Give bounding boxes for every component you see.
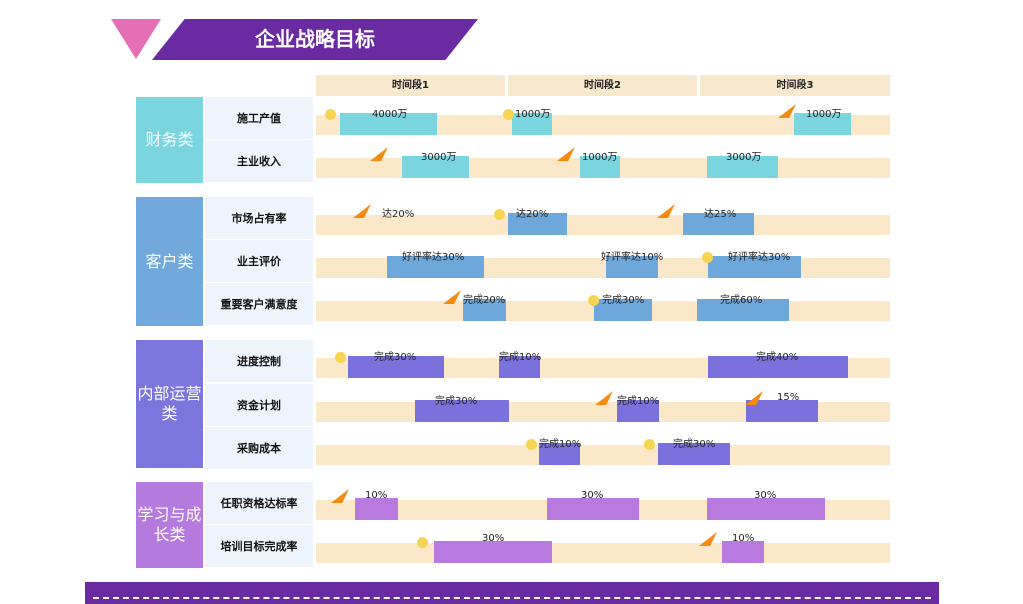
target-label: 达25% [704, 209, 737, 220]
target-label: 完成10% [499, 352, 542, 363]
target-bar [340, 113, 437, 135]
target-bar [434, 541, 552, 563]
target-label: 完成40% [756, 352, 799, 363]
milestone-dot-icon [588, 295, 599, 306]
item-label: 重要客户满意度 [205, 283, 313, 325]
period-header-3: 时间段3 [700, 75, 890, 96]
timeline-track [316, 115, 890, 135]
target-bar [463, 299, 506, 321]
target-bar [708, 256, 801, 278]
target-label: 完成20% [463, 295, 506, 306]
target-label: 1000万 [582, 152, 618, 163]
target-bar [387, 256, 484, 278]
timeline-track [316, 445, 890, 465]
target-label: 完成30% [374, 352, 417, 363]
target-label: 完成30% [435, 396, 478, 407]
target-label: 好评率达30% [402, 252, 465, 263]
item-label: 资金计划 [205, 384, 313, 426]
category-label: 学习与成长类 [136, 482, 203, 568]
target-label: 完成10% [617, 396, 660, 407]
target-label: 完成60% [720, 295, 763, 306]
milestone-dot-icon [644, 439, 655, 450]
target-label: 15% [777, 392, 800, 403]
target-label: 1000万 [515, 109, 551, 120]
target-label: 3000万 [726, 152, 762, 163]
category-label: 财务类 [136, 97, 203, 183]
item-label: 培训目标完成率 [205, 525, 313, 567]
item-label: 采购成本 [205, 427, 313, 469]
target-label: 达20% [516, 209, 549, 220]
milestone-dot-icon [494, 209, 505, 220]
milestone-dot-icon [335, 352, 346, 363]
target-bar [617, 400, 659, 422]
period-header-2: 时间段2 [508, 75, 697, 96]
target-bar [707, 156, 778, 178]
target-label: 30% [581, 490, 604, 501]
target-label: 1000万 [806, 109, 842, 120]
category-label: 客户类 [136, 197, 203, 326]
target-label: 30% [482, 533, 505, 544]
title-banner [152, 19, 478, 60]
target-bar [355, 498, 398, 520]
target-bar [794, 113, 851, 135]
target-bar [499, 356, 540, 378]
target-bar [402, 156, 469, 178]
footer-dashed-line [93, 597, 931, 599]
target-label: 好评率达10% [601, 252, 664, 263]
milestone-dot-icon [503, 109, 514, 120]
target-label: 完成10% [539, 439, 582, 450]
target-bar [708, 356, 848, 378]
target-label: 10% [365, 490, 388, 501]
target-label: 10% [732, 533, 755, 544]
target-bar [683, 213, 754, 235]
target-bar [348, 356, 444, 378]
target-bar [606, 256, 658, 278]
item-label: 进度控制 [205, 340, 313, 382]
target-bar [594, 299, 652, 321]
category-label: 内部运营类 [136, 340, 203, 468]
target-bar [658, 443, 730, 465]
target-bar [539, 443, 580, 465]
target-bar [580, 156, 620, 178]
target-label: 4000万 [372, 109, 408, 120]
page-title: 企业战略目标 [255, 27, 375, 51]
item-label: 市场占有率 [205, 197, 313, 239]
target-bar [547, 498, 639, 520]
target-bar [697, 299, 789, 321]
milestone-dot-icon [325, 109, 336, 120]
target-label: 3000万 [421, 152, 457, 163]
milestone-dot-icon [417, 537, 428, 548]
target-bar [707, 498, 825, 520]
item-label: 任职资格达标率 [205, 482, 313, 524]
target-label: 达20% [382, 209, 415, 220]
footer-bar [85, 582, 939, 604]
target-label: 完成30% [602, 295, 645, 306]
item-label: 施工产值 [205, 97, 313, 139]
timeline-track [316, 543, 890, 563]
item-label: 主业收入 [205, 140, 313, 182]
target-bar [512, 113, 552, 135]
milestone-dot-icon [526, 439, 537, 450]
target-bar [722, 541, 764, 563]
target-bar [508, 213, 567, 235]
period-header-1: 时间段1 [316, 75, 505, 96]
target-bar [746, 400, 818, 422]
milestone-dot-icon [702, 252, 713, 263]
item-label: 业主评价 [205, 240, 313, 282]
target-label: 好评率达30% [728, 252, 791, 263]
target-label: 30% [754, 490, 777, 501]
target-label: 完成30% [673, 439, 716, 450]
target-bar [415, 400, 509, 422]
